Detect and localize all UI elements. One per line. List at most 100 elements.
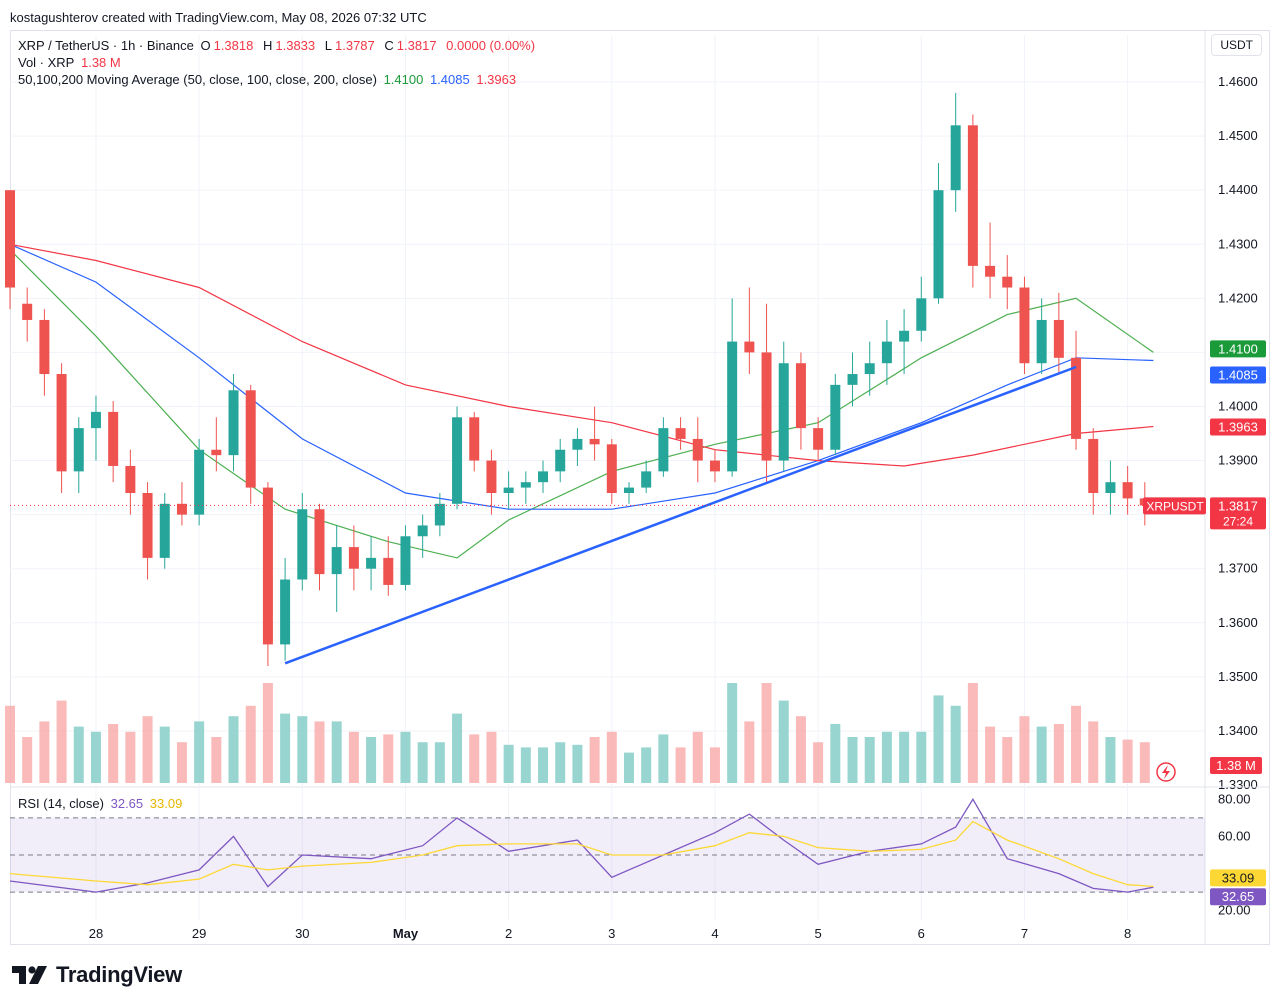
volume-bar — [262, 683, 273, 783]
chart-canvas[interactable]: 1.4600 1.4500 1.4400 1.4300 1.4200 1.4100 1.40… — [0, 0, 1280, 950]
low-label: L — [324, 38, 332, 53]
volume-bar — [22, 737, 33, 783]
time-axis-tick: 29 — [192, 926, 206, 941]
price-tag-value: 1.3817 — [1218, 498, 1258, 513]
volume-bar — [572, 744, 583, 783]
symbol-name[interactable]: XRP / TetherUS · 1h · Binance — [18, 38, 194, 53]
candle-body — [176, 503, 187, 515]
candle-body — [297, 509, 308, 580]
volume-tag-bg — [1210, 757, 1262, 774]
volume-bar — [899, 731, 910, 783]
candle-body — [331, 547, 342, 575]
volume-bar — [90, 731, 101, 783]
ma-legend[interactable]: 50,100,200 Moving Average (50, close, 10… — [18, 72, 519, 87]
candle-body — [967, 125, 978, 266]
candle-body — [727, 341, 738, 472]
time-axis-tick: 30 — [295, 926, 309, 941]
volume-bar — [417, 742, 428, 783]
volume-bar — [142, 716, 153, 783]
ma50-value: 1.4100 — [383, 72, 424, 87]
moving-average-100-line — [9, 243, 1154, 510]
price-axis-tick: 1.3300 — [1218, 777, 1258, 792]
high-value: 1.3833 — [275, 38, 316, 53]
candle-body — [22, 303, 33, 320]
candle-body — [503, 487, 514, 493]
ma50-axis-tag-bg — [1210, 340, 1266, 358]
open-label: O — [200, 38, 211, 53]
volume-bar — [950, 705, 961, 783]
moving-average-200-line — [9, 243, 1154, 467]
volume-bar — [331, 721, 342, 783]
candle-body — [709, 460, 720, 472]
price-change: 0.0000 (0.00%) — [446, 38, 536, 53]
volume-bar — [1053, 724, 1064, 783]
volume-bar — [847, 737, 858, 783]
candle-body — [950, 125, 961, 191]
candle-body — [658, 428, 669, 472]
rsi-axis-tick: 60.00 — [1218, 828, 1251, 843]
candle-body — [795, 363, 806, 429]
candle-body — [813, 428, 824, 450]
time-axis-tick: 6 — [918, 926, 925, 941]
candle-body — [314, 509, 325, 575]
volume-bar — [864, 737, 875, 783]
volume-bar — [1019, 716, 1030, 783]
candle-body — [280, 579, 291, 645]
ma200-axis-tag: 1.3963 — [1218, 419, 1258, 434]
candle-body — [864, 363, 875, 375]
candle-body — [847, 374, 858, 385]
time-axis-tick: 3 — [608, 926, 615, 941]
volume-bar — [434, 742, 445, 783]
volume-bar — [245, 705, 256, 783]
volume-legend[interactable]: Vol · XRP 1.38 M — [18, 55, 124, 70]
volume-bar — [297, 716, 308, 783]
volume-bar — [314, 721, 325, 783]
chart-frame[interactable] — [10, 30, 1270, 945]
price-axis-tick: 1.4600 — [1218, 74, 1258, 89]
candle-body — [56, 374, 67, 472]
rsi-axis-tick: 80.00 — [1218, 791, 1251, 806]
candle-body — [520, 482, 531, 488]
rsi-axis-tag-bg — [1210, 888, 1266, 906]
volume-bar — [73, 726, 84, 783]
candle-body — [830, 384, 841, 450]
volume-bar — [881, 731, 892, 783]
volume-bar — [641, 747, 652, 783]
volume-bar — [469, 734, 480, 783]
candle-body — [1105, 482, 1116, 493]
volume-bar — [933, 695, 944, 783]
candle-body — [572, 438, 583, 450]
candle-body — [623, 487, 634, 493]
currency-button[interactable]: USDT — [1211, 34, 1262, 56]
volume-bar — [503, 744, 514, 783]
volume-bar — [194, 721, 205, 783]
volume-bar — [555, 742, 566, 783]
volume-bar — [1088, 721, 1099, 783]
tradingview-wordmark: TradingView — [56, 962, 182, 987]
volume-bar — [709, 747, 720, 783]
rsi-ma-value: 33.09 — [149, 796, 183, 811]
ma100-axis-tag: 1.4085 — [1218, 368, 1258, 383]
candle-body — [245, 390, 256, 488]
volume-bar — [228, 716, 239, 783]
price-tag-bg — [1210, 497, 1266, 530]
rsi-legend[interactable]: RSI (14, close) 32.65 33.09 — [18, 796, 185, 811]
close-value: 1.3817 — [396, 38, 437, 53]
volume-bar — [727, 683, 738, 783]
volume-bar — [813, 742, 824, 783]
candle-body — [985, 265, 996, 277]
ma100-value: 1.4085 — [429, 72, 470, 87]
candle-body — [1088, 438, 1099, 493]
tradingview-logo[interactable]: TradingView — [12, 962, 182, 988]
candle-body — [5, 190, 15, 288]
ma200-axis-tag-bg — [1210, 418, 1266, 436]
volume-bar — [176, 742, 187, 783]
candle-body — [555, 449, 566, 472]
volume-bar — [692, 731, 703, 783]
symbol-tag-bg — [1143, 497, 1206, 515]
time-axis-tick: 4 — [711, 926, 718, 941]
price-axis-tick: 1.4200 — [1218, 290, 1258, 305]
candle-body — [366, 557, 377, 569]
candle-body — [452, 417, 463, 504]
